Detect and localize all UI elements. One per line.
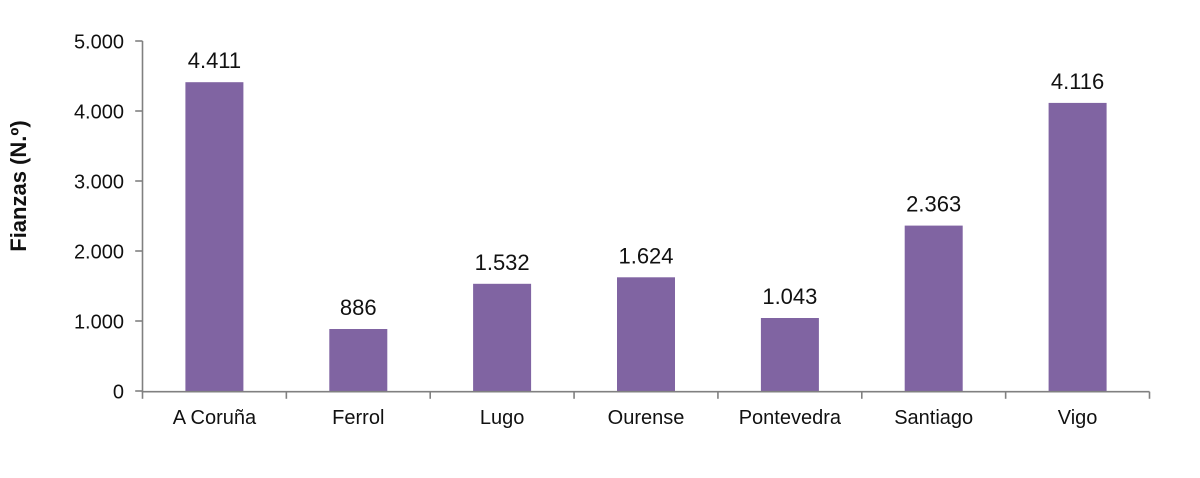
svg-text:Ferrol: Ferrol: [332, 407, 384, 429]
svg-text:1.000: 1.000: [74, 312, 124, 334]
svg-text:4.116: 4.116: [1051, 69, 1104, 94]
svg-text:4.411: 4.411: [188, 48, 241, 73]
svg-text:1.624: 1.624: [618, 243, 673, 268]
svg-text:4.000: 4.000: [74, 102, 124, 124]
svg-text:Ourense: Ourense: [608, 407, 685, 429]
svg-text:Lugo: Lugo: [480, 407, 525, 429]
svg-text:886: 886: [340, 295, 377, 320]
svg-text:3.000: 3.000: [74, 172, 124, 194]
svg-text:A Coruña: A Coruña: [173, 407, 257, 429]
svg-text:0: 0: [113, 382, 124, 404]
svg-text:Pontevedra: Pontevedra: [739, 407, 842, 429]
svg-text:2.363: 2.363: [906, 192, 961, 217]
svg-text:Vigo: Vigo: [1058, 407, 1098, 429]
svg-text:Santiago: Santiago: [894, 407, 973, 429]
svg-text:1.043: 1.043: [762, 284, 817, 309]
svg-text:1.532: 1.532: [475, 250, 530, 275]
svg-text:Fianzas (N.º): Fianzas (N.º): [6, 120, 31, 252]
svg-text:5.000: 5.000: [74, 32, 124, 54]
svg-text:2.000: 2.000: [74, 242, 124, 264]
